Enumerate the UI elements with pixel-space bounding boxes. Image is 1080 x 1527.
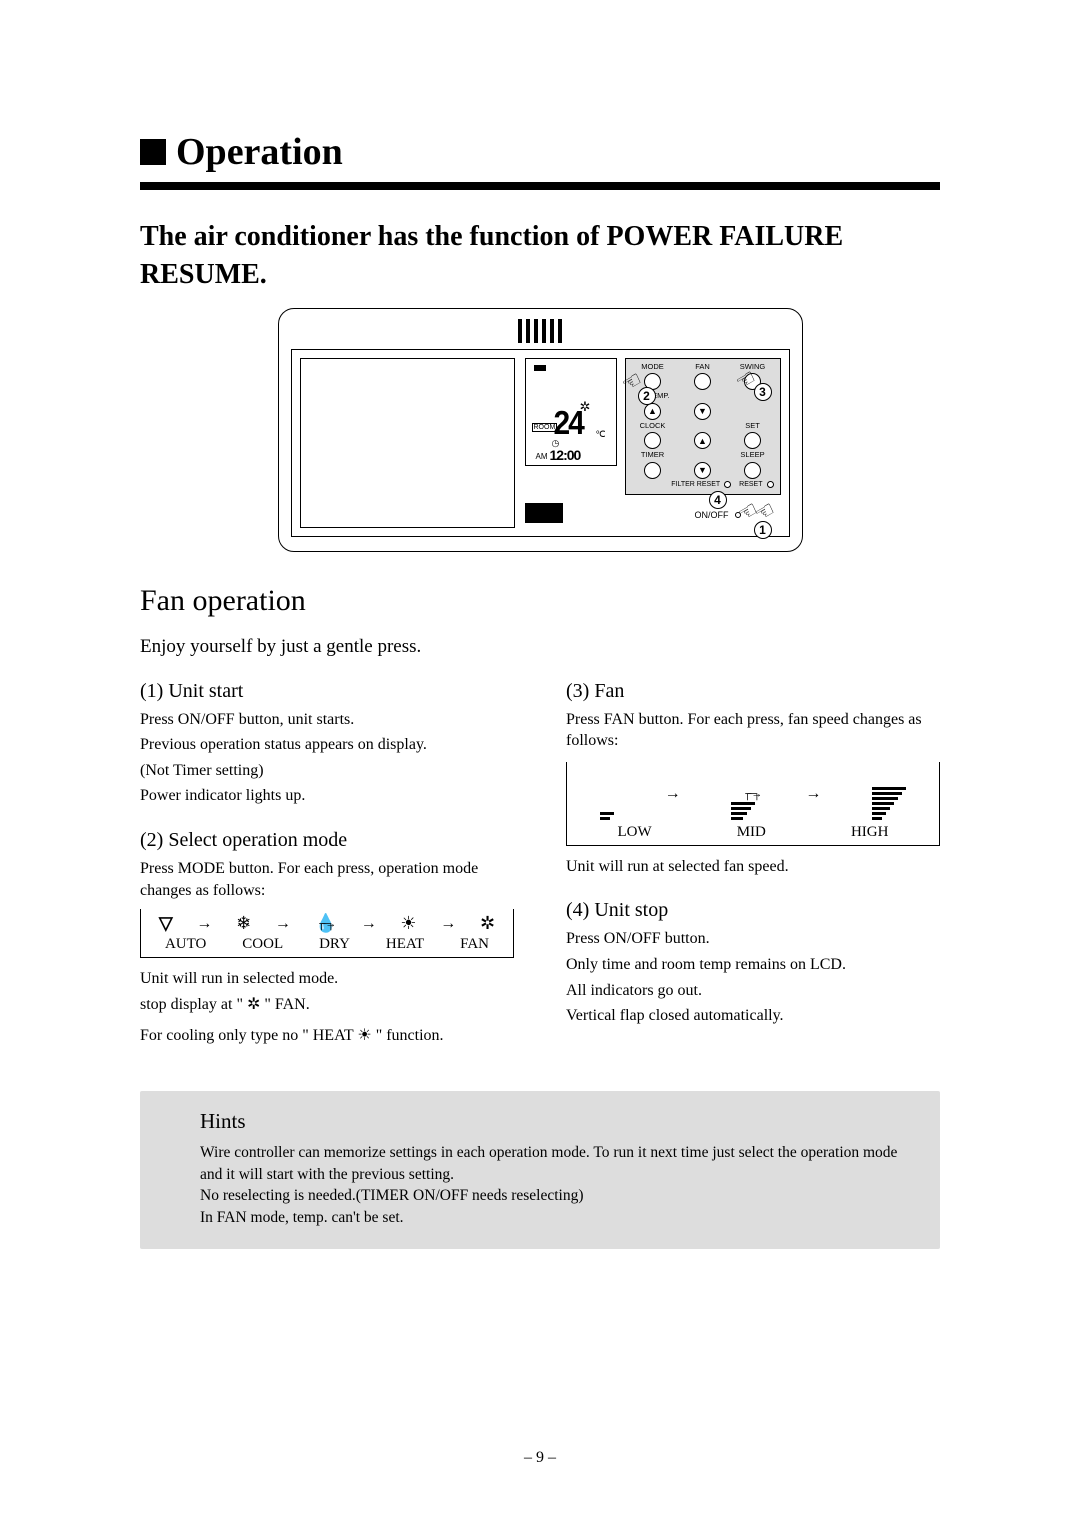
title-bullet-icon [140,139,166,165]
step-heading: (3) Fan [566,680,940,703]
step-2: (2) Select operation mode Press MODE but… [140,829,514,1047]
arrow-icon: → [805,785,821,803]
controller-diagram: ✲ ROOM 24 ℃ ◷ AM 12:00 MODE FAN SWING TE… [278,308,803,552]
onoff-label: ON/OFF [695,510,729,520]
step-text: Only time and room temp remains on LCD. [566,954,940,976]
fan-mode-icon: ✲ [247,996,260,1013]
step-text: stop display at " ✲ " FAN. [140,994,514,1016]
set-button[interactable] [744,432,761,449]
arrow-icon: → [665,785,681,803]
hints-text: Wire controller can memorize settings in… [200,1142,916,1185]
vent-icon [291,319,790,343]
hints-box: Hints Wire controller can memorize setti… [140,1091,940,1249]
heat-icon: ☀ [357,1027,371,1044]
arrow-icon: → [440,915,456,933]
sleep-label: SLEEP [730,451,776,459]
hints-text: No reselecting is needed.(TIMER ON/OFF n… [200,1185,916,1207]
subheading: The air conditioner has the function of … [140,218,940,294]
filter-reset-label: FILTER RESET [671,481,720,488]
reset-label: RESET [739,481,762,488]
step-text: For cooling only type no " HEAT ☀ " func… [140,1025,514,1047]
fan-speed-label: LOW [618,824,652,841]
ir-window [525,503,563,523]
step-heading: (2) Select operation mode [140,829,514,852]
step-text: Press FAN button. For each press, fan sp… [566,709,940,752]
step-text: Power indicator lights up. [140,785,514,807]
callout-1: 1 [754,521,772,539]
step-text: (Not Timer setting) [140,760,514,782]
arrow-icon: → [361,915,377,933]
step-text: Press ON/OFF button. [566,928,940,950]
step-3: (3) Fan Press FAN button. For each press… [566,680,940,878]
step-text: All indicators go out. [566,980,940,1002]
timer-label: TIMER [630,451,676,459]
loop-corner-icon: ─┐ [319,918,335,930]
fan-mode-icon: ✲ [480,913,495,934]
mode-label: HEAT [386,936,424,953]
lcd-unit: ℃ [596,429,606,440]
step-text: Press MODE button. For each press, opera… [140,858,514,901]
hints-text: In FAN mode, temp. can't be set. [200,1207,916,1229]
temp-up-button[interactable]: ▲ [644,403,661,420]
set-label: SET [730,422,776,430]
mode-label: AUTO [165,936,206,953]
right-column: (3) Fan Press FAN button. For each press… [566,680,940,1069]
lcd-time: 12:00 [550,447,581,463]
temp-down-button[interactable]: ▼ [694,403,711,420]
mode-label: MODE [630,363,676,371]
controller-body: ✲ ROOM 24 ℃ ◷ AM 12:00 MODE FAN SWING TE… [291,349,790,537]
content-columns: (1) Unit start Press ON/OFF button, unit… [140,680,940,1069]
auto-icon: ▽ [159,913,173,934]
step-text: Press ON/OFF button, unit starts. [140,709,514,731]
mode-label: COOL [242,936,283,953]
lcd-display: ✲ ROOM 24 ℃ ◷ AM 12:00 [525,358,617,466]
clock-button[interactable] [644,432,661,449]
arrow-icon: → [196,915,212,933]
fan-mid-icon [731,802,755,820]
mode-label: FAN [460,936,489,953]
step-text: Unit will run at selected fan speed. [566,856,940,878]
lcd-am: AM [536,452,548,461]
fan-label: FAN [680,363,726,371]
clock-label: CLOCK [630,422,676,430]
section-lead: Enjoy yourself by just a gentle press. [140,636,940,658]
page-header: Operation [140,130,940,174]
controller-left [300,358,515,528]
sleep-button[interactable] [744,462,761,479]
filter-reset-button[interactable] [724,481,731,488]
arrow-icon: → [275,915,291,933]
adj-down-button[interactable]: ▼ [694,462,711,479]
fan-speed-label: MID [737,824,766,841]
section-title: Fan operation [140,584,940,618]
cool-icon: ❄ [236,913,251,934]
heat-icon: ☀ [400,913,416,934]
loop-corner-icon: ─┐ [745,788,761,800]
adj-up-button[interactable]: ▲ [694,432,711,449]
hints-heading: Hints [200,1109,916,1134]
step-heading: (4) Unit stop [566,899,940,922]
step-heading: (1) Unit start [140,680,514,703]
left-column: (1) Unit start Press ON/OFF button, unit… [140,680,514,1069]
timer-button[interactable] [644,462,661,479]
fan-low-icon [600,812,614,820]
step-text: Previous operation status appears on dis… [140,734,514,756]
fan-speed-diagram: ┌→ → → ─┐ LOW MID [566,762,940,846]
step-4: (4) Unit stop Press ON/OFF button. Only … [566,899,940,1026]
fan-high-icon [872,787,906,820]
button-panel: MODE FAN SWING TEMP. ▲ ▼ CLOCK SET ▲ [625,358,781,495]
step-text: Unit will run in selected mode. [140,968,514,990]
mode-diagram: ┌→ ▽ → ❄ → 💧 → ☀ → ✲ ─┐ AUTO COOL DRY HE… [140,909,514,958]
mode-label: DRY [319,936,350,953]
step-1: (1) Unit start Press ON/OFF button, unit… [140,680,514,807]
step-text: Vertical flap closed automatically. [566,1005,940,1027]
reset-button[interactable] [767,481,774,488]
page-number: ‒ 9 ‒ [0,1449,1080,1467]
page-title: Operation [176,130,343,174]
title-rule [140,182,940,190]
callout-4: 4 [709,491,727,509]
controller-cover [300,358,515,528]
fan-speed-label: HIGH [851,824,889,841]
fan-button[interactable] [694,373,711,390]
